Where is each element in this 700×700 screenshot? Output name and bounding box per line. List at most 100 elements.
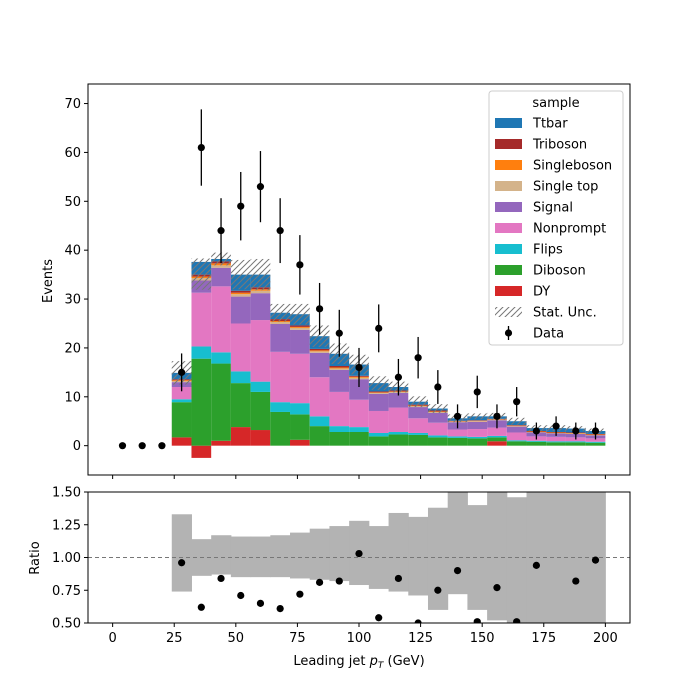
legend-swatch bbox=[495, 160, 522, 170]
ratio-unc-bin bbox=[427, 507, 449, 610]
bar-flips bbox=[250, 381, 271, 392]
bar-nonprompt bbox=[546, 436, 566, 442]
data-point bbox=[138, 442, 146, 450]
y-tick-label: 60 bbox=[64, 146, 81, 161]
bar-diboson bbox=[349, 431, 369, 446]
data-point bbox=[158, 442, 166, 450]
bar-diboson bbox=[329, 431, 350, 446]
legend-label: Single top bbox=[533, 180, 598, 195]
bar-diboson bbox=[408, 434, 428, 446]
legend-swatch bbox=[495, 265, 522, 275]
data-point bbox=[335, 329, 343, 337]
ratio-y-tick-label: 1.00 bbox=[52, 551, 81, 566]
bar-diboson bbox=[309, 426, 330, 446]
legend-label: Signal bbox=[533, 201, 573, 216]
bar-flips bbox=[526, 440, 547, 442]
bar-single-top bbox=[309, 351, 330, 353]
legend-swatch bbox=[495, 223, 522, 233]
ratio-y-tick-label: 1.50 bbox=[52, 486, 81, 501]
y-tick-label: 20 bbox=[64, 341, 81, 356]
data-point bbox=[473, 388, 481, 396]
stat-unc-bin bbox=[368, 376, 389, 390]
ratio-point bbox=[197, 603, 205, 611]
ratio-point bbox=[434, 586, 442, 594]
bar-diboson bbox=[565, 442, 586, 446]
y-tick-label: 50 bbox=[64, 195, 81, 210]
stat-unc-bin bbox=[191, 258, 212, 290]
bar-flips bbox=[270, 402, 291, 412]
bar-triboson bbox=[309, 348, 330, 351]
legend-data-marker bbox=[504, 329, 513, 337]
bar-diboson bbox=[388, 434, 409, 446]
series-dy bbox=[171, 427, 507, 458]
bar-diboson bbox=[368, 436, 389, 446]
bar-nonprompt bbox=[230, 323, 251, 372]
bar-diboson bbox=[211, 363, 231, 441]
ratio-point bbox=[256, 599, 265, 607]
bar-diboson bbox=[270, 411, 291, 446]
legend-title: sample bbox=[532, 96, 579, 111]
bar-single-top bbox=[230, 294, 251, 297]
bar-single-top bbox=[506, 426, 527, 427]
ratio-unc-band bbox=[171, 492, 606, 623]
bar-flips bbox=[546, 441, 566, 443]
legend-swatch-stat-unc bbox=[495, 307, 522, 317]
x-tick-label: 150 bbox=[470, 631, 495, 646]
bar-nonprompt bbox=[388, 407, 409, 432]
ratio-unc-bin bbox=[408, 516, 429, 596]
data-point bbox=[217, 227, 225, 235]
ratio-unc-bin bbox=[329, 526, 350, 582]
stat-unc-bin bbox=[290, 303, 310, 325]
stat-unc-bin bbox=[467, 413, 488, 420]
data-point bbox=[375, 324, 383, 332]
data-point bbox=[256, 183, 265, 191]
bar-flips bbox=[211, 352, 231, 364]
bar-flips bbox=[290, 403, 310, 415]
bar-diboson bbox=[487, 437, 507, 442]
data-point bbox=[296, 261, 304, 269]
ratio-y-tick-label: 1.25 bbox=[52, 518, 81, 533]
data-point bbox=[513, 398, 521, 406]
ratio-unc-bin bbox=[171, 514, 192, 592]
legend-label: Nonprompt bbox=[533, 222, 606, 237]
legend-label: Diboson bbox=[533, 264, 586, 279]
data-point bbox=[197, 143, 205, 152]
ratio-point bbox=[178, 559, 186, 567]
ratio-point bbox=[591, 556, 600, 564]
bar-nonprompt bbox=[270, 351, 291, 403]
bar-nonprompt bbox=[368, 410, 389, 433]
bar-singleboson bbox=[230, 292, 251, 295]
bar-nonprompt bbox=[467, 429, 488, 437]
bar-singleboson bbox=[309, 350, 330, 352]
ratio-point bbox=[493, 584, 501, 592]
ratio-unc-bin bbox=[506, 497, 528, 623]
ratio-point bbox=[335, 577, 343, 585]
legend-label: Singleboson bbox=[533, 159, 612, 174]
ratio-unc-bin bbox=[270, 535, 291, 578]
bar-signal bbox=[329, 369, 350, 392]
bar-nonprompt bbox=[487, 427, 507, 436]
data-point bbox=[453, 412, 462, 420]
bar-nonprompt bbox=[349, 399, 369, 428]
ratio-y-axis-label: Ratio bbox=[28, 541, 43, 574]
series-nonprompt bbox=[171, 286, 606, 442]
main-plot: 0 10 20 30 40 50 60 70 Events bbox=[41, 83, 631, 479]
bar-flips bbox=[506, 440, 527, 442]
bar-singleboson bbox=[329, 367, 350, 369]
legend-swatch bbox=[495, 244, 522, 254]
ratio-unc-bin bbox=[565, 492, 587, 623]
bar-signal bbox=[388, 392, 409, 408]
legend-label: Triboson bbox=[532, 138, 587, 153]
bar-dy bbox=[191, 445, 212, 458]
series-diboson bbox=[171, 358, 606, 446]
bar-nonprompt bbox=[408, 418, 428, 433]
data-point bbox=[414, 354, 422, 362]
ratio-unc-bin bbox=[467, 505, 488, 610]
bar-flips bbox=[230, 371, 251, 384]
bar-flips bbox=[171, 399, 192, 403]
ratio-unc-bin bbox=[388, 512, 409, 592]
x-tick-label: 125 bbox=[408, 631, 433, 646]
ratio-unc-bin bbox=[546, 492, 567, 623]
ratio-y-tick-label: 0.75 bbox=[52, 584, 81, 599]
ratio-unc-bin bbox=[447, 492, 468, 595]
